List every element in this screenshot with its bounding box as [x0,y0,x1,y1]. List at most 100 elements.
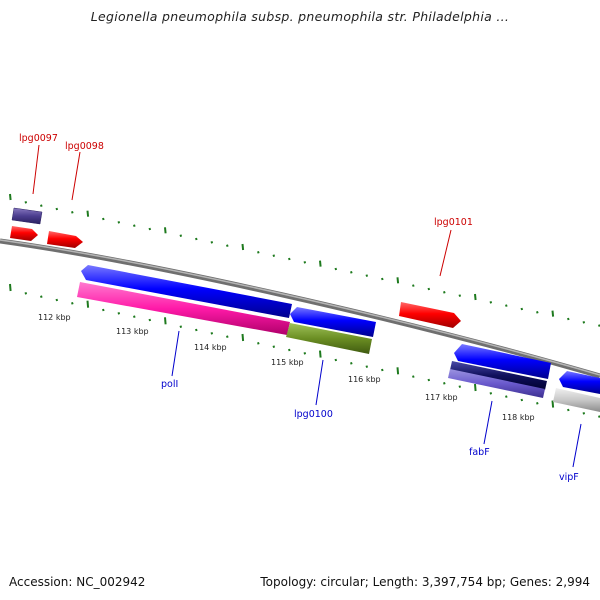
label-vipF[interactable]: vipF [559,472,579,483]
major-tick [551,310,555,317]
scale-label-116: 116 kbp [348,375,381,384]
minor-tick [505,395,508,398]
minor-tick [489,301,493,304]
gene-lpg0097[interactable] [10,226,38,241]
genome-backbone-highlight [0,239,600,376]
minor-tick [443,382,446,385]
minor-tick [334,358,338,362]
minor-tick [567,408,570,412]
major-tick [9,193,12,201]
minor-tick [381,368,384,372]
gene-lpg0098[interactable] [47,231,83,248]
gene-blue-4[interactable] [559,371,600,394]
minor-tick [148,227,152,231]
minor-tick [24,292,28,295]
minor-tick [427,287,431,291]
minor-tick [567,317,570,321]
major-tick [241,333,245,342]
major-tick [319,350,322,358]
minor-tick [117,221,121,224]
gene-blue-1[interactable] [81,265,292,318]
minor-tick [458,294,462,297]
minor-tick [102,217,105,221]
minor-tick [133,315,136,318]
major-tick [551,400,555,408]
major-tick [241,243,245,251]
label-polI[interactable]: polI [161,379,178,390]
label-lpg0101[interactable]: lpg0101 [434,217,473,228]
major-tick [474,383,477,392]
minor-tick [179,234,183,237]
gene-leader-lines [32,144,582,468]
label-lpg0097[interactable]: lpg0097 [19,133,58,144]
minor-tick [40,204,43,207]
minor-tick [303,352,307,355]
minor-tick [40,295,43,298]
minor-tick [520,398,524,402]
minor-tick [195,328,198,332]
major-tick [164,227,167,234]
minor-tick [195,237,198,241]
gene-fabF-navy[interactable] [450,361,547,390]
gene-blue-3[interactable] [454,344,551,379]
lower-tick-row [9,283,600,418]
minor-tick [257,251,260,254]
major-tick [319,260,322,267]
gene-lpg0101[interactable] [399,302,461,328]
major-tick [86,300,90,308]
label-lpg0100[interactable]: lpg0100 [294,409,333,420]
minor-tick [102,308,105,312]
minor-tick [350,362,353,365]
minor-tick [55,298,59,302]
minor-tick [427,378,431,382]
minor-tick [179,325,183,328]
topology-summary: Topology: circular; Length: 3,397,754 bp… [260,575,590,589]
genome-backbone [0,238,600,379]
scale-label-113: 113 kbp [116,327,149,336]
major-tick [164,317,167,325]
gene-fabF[interactable] [448,369,545,398]
minor-tick [288,257,291,261]
minor-tick [350,271,353,274]
scale-label-117: 117 kbp [425,393,458,402]
label-fabF[interactable]: fabF [469,447,490,458]
minor-tick [226,244,229,247]
major-tick [9,283,12,292]
scale-label-115: 115 kbp [271,358,304,367]
minor-tick [117,312,121,315]
minor-tick [226,335,229,338]
gene-labels: lpg0097 lpg0098 lpg0101 polI lpg0100 fab… [19,133,579,483]
minor-tick [443,291,446,294]
gene-vipF-grey[interactable] [553,388,600,412]
minor-tick [71,302,74,305]
major-tick [396,277,400,284]
label-lpg0098[interactable]: lpg0098 [65,141,104,152]
minor-tick [489,392,493,395]
scale-labels: 112 kbp 113 kbp 114 kbp 115 kbp 116 kbp … [38,313,535,422]
scale-label-118: 118 kbp [502,413,535,422]
minor-tick [365,274,369,277]
map-title: Legionella pneumophila subsp. pneumophil… [90,9,510,24]
minor-tick [412,375,415,378]
scale-label-114: 114 kbp [194,343,227,352]
gene-blue-2[interactable] [290,307,376,337]
gene-lpg0100[interactable] [286,323,372,354]
minor-tick [582,321,586,324]
minor-tick [381,277,384,281]
minor-tick [458,385,462,388]
minor-tick [536,311,539,314]
minor-tick [288,348,291,352]
minor-tick [536,402,539,405]
major-tick [396,367,400,375]
gene-polI[interactable] [77,282,290,335]
minor-tick [505,304,508,307]
minor-tick [582,412,586,415]
minor-tick [24,201,28,204]
minor-tick [412,284,415,287]
accession-text: Accession: NC_002942 [9,575,146,589]
gene-lpg0097-purple[interactable] [11,207,43,225]
minor-tick [257,342,260,345]
major-tick [474,293,477,301]
minor-tick [210,332,214,335]
minor-tick [71,211,74,214]
